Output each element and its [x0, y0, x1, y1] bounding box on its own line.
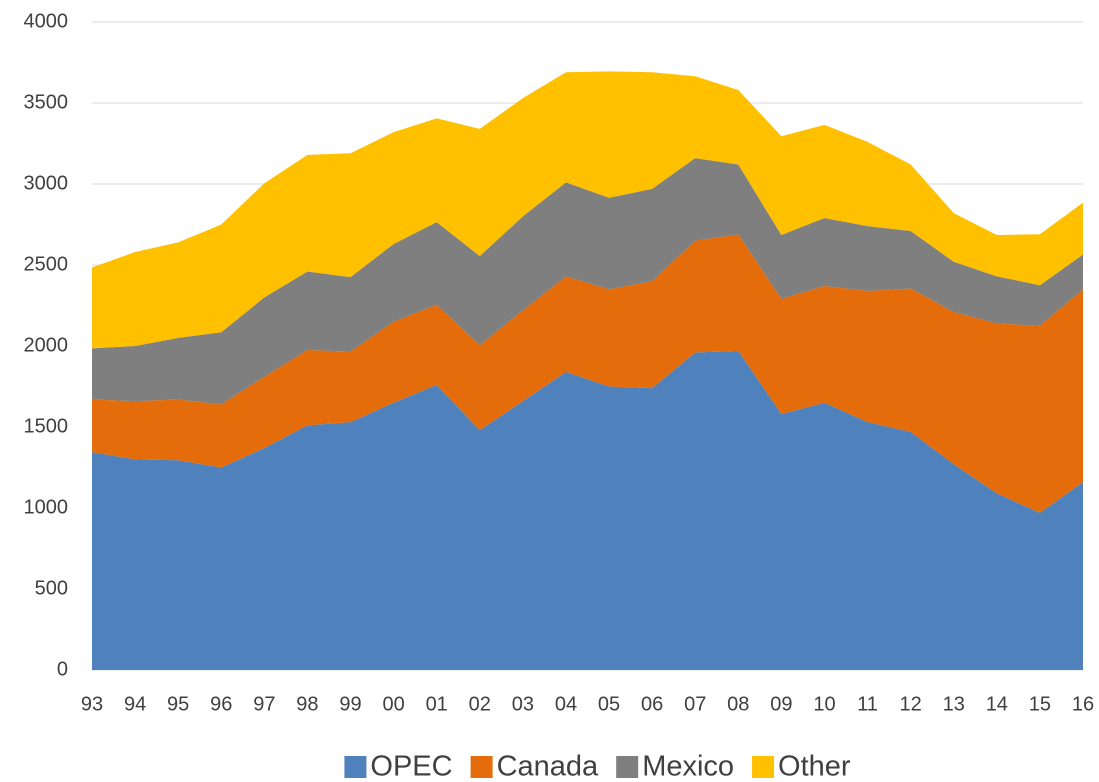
y-tick-label: 1000 — [24, 496, 69, 518]
x-tick-label: 12 — [900, 693, 922, 715]
x-tick-label: 93 — [81, 693, 103, 715]
x-tick-label: 95 — [167, 693, 189, 715]
legend-label: OPEC — [370, 751, 452, 782]
x-tick-label: 02 — [469, 693, 491, 715]
x-tick-label: 99 — [339, 693, 361, 715]
x-tick-label: 09 — [770, 693, 792, 715]
x-tick-label: 15 — [1029, 693, 1051, 715]
x-tick-label: 04 — [555, 693, 577, 715]
x-tick-label: 98 — [296, 693, 318, 715]
y-tick-label: 1500 — [24, 415, 69, 437]
x-tick-label: 03 — [512, 693, 534, 715]
y-tick-label: 500 — [35, 577, 68, 599]
legend-swatch — [470, 756, 493, 778]
x-tick-label: 97 — [253, 693, 275, 715]
area — [92, 71, 1083, 349]
y-tick-label: 0 — [57, 658, 68, 680]
legend-swatch — [752, 756, 775, 778]
legend-label: Mexico — [642, 751, 734, 782]
x-tick-label: 13 — [943, 693, 965, 715]
legend-swatch — [344, 756, 367, 778]
x-tick-label: 05 — [598, 693, 620, 715]
y-tick-label: 2000 — [24, 334, 69, 356]
x-tick-label: 00 — [382, 693, 404, 715]
x-tick-label: 10 — [813, 693, 835, 715]
x-tick-label: 01 — [426, 693, 448, 715]
legend-label: Canada — [497, 751, 599, 782]
y-tick-label: 2500 — [24, 253, 69, 275]
area — [92, 158, 1083, 405]
x-tick-label: 16 — [1072, 693, 1094, 715]
area — [92, 234, 1083, 513]
legend-label: Other — [778, 751, 851, 782]
y-tick-label: 3000 — [24, 172, 69, 194]
x-tick-label: 96 — [210, 693, 232, 715]
x-tick-label: 94 — [124, 693, 146, 715]
legend-swatch — [616, 756, 639, 778]
x-tick-label: 06 — [641, 693, 663, 715]
x-tick-label: 11 — [857, 693, 878, 715]
area — [92, 350, 1083, 670]
x-tick-label: 07 — [684, 693, 706, 715]
x-tick-label: 14 — [986, 693, 1008, 715]
y-tick-label: 4000 — [24, 10, 69, 32]
y-tick-label: 3500 — [24, 91, 69, 113]
x-tick-label: 08 — [727, 693, 749, 715]
